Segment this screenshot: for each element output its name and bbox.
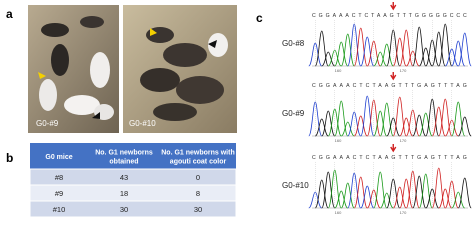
- header-cell: G0 mice: [45, 154, 72, 161]
- photo: G0-#9: [28, 5, 119, 133]
- header-cell: No. G1 newborns with agouti coat color: [161, 150, 235, 166]
- table-cell: 0: [196, 173, 200, 182]
- peak: [341, 121, 355, 137]
- peak: [334, 41, 349, 67]
- arrow: [390, 2, 397, 11]
- photo-label: G0-#10: [129, 119, 156, 128]
- table-cell: 30: [194, 205, 202, 214]
- peak: [399, 117, 413, 137]
- peak: [392, 96, 407, 137]
- peak: [373, 51, 387, 67]
- peak: [379, 102, 394, 137]
- peak: [340, 33, 355, 67]
- peak: [431, 31, 446, 67]
- peak: [392, 186, 407, 209]
- peak: [353, 27, 368, 67]
- peak: [321, 110, 336, 137]
- peak: [451, 101, 466, 137]
- peak: [419, 47, 433, 67]
- position-label: 160: [335, 138, 342, 143]
- arrow: [390, 72, 397, 81]
- peak: [418, 112, 433, 137]
- peak: [445, 48, 459, 67]
- peak: [438, 188, 452, 209]
- peak: [412, 26, 427, 67]
- peak: [399, 178, 414, 209]
- peak: [334, 190, 348, 209]
- peak: [451, 191, 465, 209]
- peak: [412, 175, 427, 209]
- figure: a b c G0-#9 G0-#10 G0 mice No. G1 newborn…: [6, 2, 472, 218]
- sequence: CGGAAACTCTAAGTTTGGGGGCCC: [312, 13, 468, 19]
- peak: [340, 182, 355, 209]
- position-label: 170: [400, 138, 407, 143]
- chromatograms: G0-#8 CGGAAACTCTAAGTTTGGGGGCCC 160 170 G0-#9…: [282, 2, 472, 215]
- peak: [457, 32, 472, 67]
- panel-label: c: [256, 11, 263, 25]
- sample-label: G0-#10: [282, 181, 309, 190]
- peak: [321, 51, 335, 67]
- peak: [353, 115, 368, 137]
- peak: [321, 171, 336, 209]
- sequence: CGGAAACTCTAAGTTTGAGTTTAG: [312, 155, 468, 161]
- peak: [392, 37, 407, 67]
- header-cell: No. G1 newborns obtained: [95, 150, 153, 166]
- table-cell: #9: [55, 189, 63, 198]
- peak: [438, 23, 453, 67]
- arrow: [390, 144, 397, 153]
- position-label: 170: [400, 210, 407, 215]
- peak: [379, 43, 394, 67]
- peak: [438, 98, 453, 137]
- sample-label: G0-#9: [282, 109, 305, 118]
- table-cell: 18: [120, 189, 128, 198]
- peak: [399, 29, 414, 67]
- peak: [360, 36, 375, 67]
- peak: [360, 185, 375, 209]
- table-cell: 30: [120, 205, 128, 214]
- peak: [353, 176, 368, 209]
- peak: [412, 114, 427, 137]
- peak: [373, 171, 388, 209]
- table-header: [30, 143, 236, 169]
- peak: [431, 106, 446, 137]
- table-cell: 43: [120, 173, 128, 182]
- panel-label: a: [6, 7, 13, 21]
- peak: [418, 173, 433, 209]
- peak: [458, 116, 472, 137]
- peak: [315, 118, 329, 137]
- table-cell: #10: [53, 205, 66, 214]
- peak: [451, 40, 466, 67]
- table-row: [29, 200, 237, 218]
- peak: [431, 167, 446, 209]
- peak: [314, 179, 329, 209]
- photo: G0-#10: [123, 5, 237, 133]
- peak: [360, 95, 375, 137]
- table-cell: 8: [196, 189, 200, 198]
- table: G0 mice No. G1 newborns obtained No. G1 new…: [29, 143, 237, 218]
- panel-label: b: [6, 151, 13, 165]
- sample-label: G0-#8: [282, 39, 305, 48]
- sequence: CGGAAACTCTAAGTTTGAGTTTAG: [312, 83, 468, 89]
- peak: [380, 192, 394, 209]
- position-label: 160: [335, 68, 342, 73]
- peak: [457, 177, 472, 209]
- position-label: 160: [335, 210, 342, 215]
- photo-label: G0-#9: [36, 119, 59, 128]
- peak: [373, 110, 388, 137]
- table-cell: #8: [55, 173, 63, 182]
- position-label: 170: [400, 68, 407, 73]
